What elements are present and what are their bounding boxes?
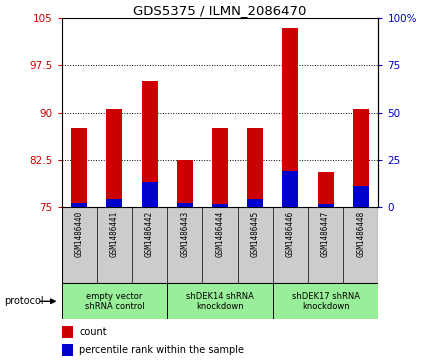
Text: GSM1486448: GSM1486448 [356,211,365,257]
Bar [142,81,158,207]
Bar [177,203,193,207]
Text: GSM1486447: GSM1486447 [321,211,330,257]
Text: GSM1486443: GSM1486443 [180,211,189,257]
Bar [282,171,298,207]
Bar [62,326,73,338]
Bar [142,182,158,207]
Text: GSM1486440: GSM1486440 [75,211,84,257]
Text: GSM1486441: GSM1486441 [110,211,119,257]
Text: GSM1486446: GSM1486446 [286,211,295,257]
Bar [353,109,369,207]
Text: protocol: protocol [4,296,44,306]
Text: shDEK14 shRNA
knockdown: shDEK14 shRNA knockdown [186,291,254,311]
Text: percentile rank within the sample: percentile rank within the sample [79,345,244,355]
Bar [282,28,298,207]
Bar [212,128,228,207]
Text: empty vector
shRNA control: empty vector shRNA control [84,291,144,311]
Bar [167,283,273,319]
Text: shDEK17 shRNA
knockdown: shDEK17 shRNA knockdown [292,291,359,311]
Bar [318,172,334,207]
Bar [62,283,167,319]
Bar [212,204,228,207]
Bar [106,109,122,207]
Text: GSM1486444: GSM1486444 [216,211,224,257]
Bar [353,186,369,207]
Text: GSM1486442: GSM1486442 [145,211,154,257]
Bar [247,128,263,207]
Bar [71,203,87,207]
Title: GDS5375 / ILMN_2086470: GDS5375 / ILMN_2086470 [133,4,307,17]
Text: GSM1486445: GSM1486445 [251,211,260,257]
Bar [273,283,378,319]
Bar [247,199,263,207]
Bar [318,204,334,207]
Bar [71,128,87,207]
Bar [106,199,122,207]
Text: count: count [79,327,106,337]
Bar [177,160,193,207]
Bar [62,344,73,356]
